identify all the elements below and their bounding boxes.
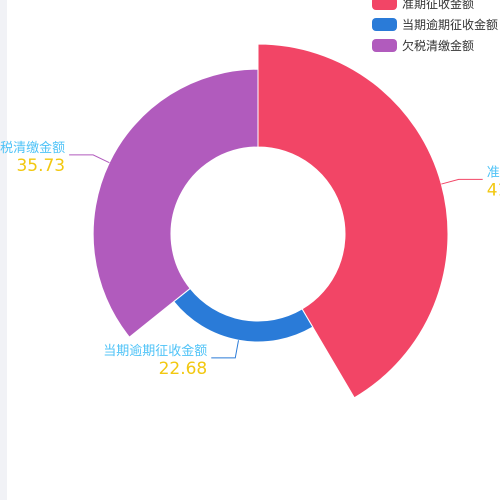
chart-slices bbox=[92, 43, 449, 399]
leader-line-3 bbox=[69, 154, 110, 164]
legend-label-3: 欠税清缴金额 bbox=[402, 38, 474, 53]
slice-1[interactable] bbox=[257, 43, 449, 399]
legend-item-1[interactable]: 准期征收金额 bbox=[372, 0, 474, 11]
slice-2[interactable] bbox=[173, 287, 314, 343]
legend-item-2[interactable]: 当期逾期征收金额 bbox=[372, 17, 498, 32]
slice-name-label-1: 准期征收金额 bbox=[487, 164, 500, 180]
legend-label-2: 当期逾期征收金额 bbox=[402, 17, 498, 32]
left-edge-strip bbox=[0, 0, 7, 500]
slice-value-label-3: 35.73 bbox=[16, 156, 65, 176]
legend-item-3[interactable]: 欠税清缴金额 bbox=[372, 38, 474, 53]
slice-value-label-2: 22.68 bbox=[159, 359, 208, 379]
legend-swatch-3 bbox=[372, 39, 397, 52]
slice-value-label-1: 41.5 bbox=[487, 180, 500, 200]
leader-line-1 bbox=[441, 178, 483, 185]
slice-3[interactable] bbox=[92, 68, 259, 338]
legend-swatch-2 bbox=[372, 18, 397, 31]
leader-line-2 bbox=[211, 340, 240, 359]
slice-name-label-2: 当期逾期征收金额 bbox=[103, 343, 207, 359]
slice-name-label-3: 欠税清缴金额 bbox=[0, 140, 65, 156]
label-leader-lines bbox=[69, 154, 483, 359]
legend-swatch-1 bbox=[372, 0, 397, 10]
legend-label-1: 准期征收金额 bbox=[402, 0, 474, 11]
